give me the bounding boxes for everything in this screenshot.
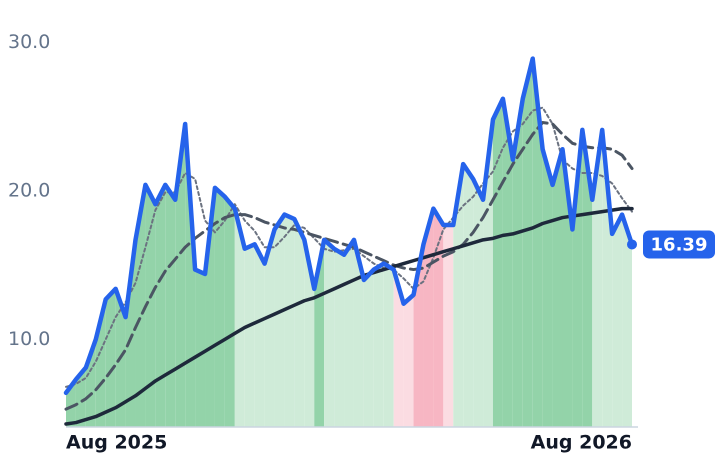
- area-segment: [274, 214, 285, 427]
- area-segment: [602, 129, 613, 427]
- area-segment: [393, 269, 404, 427]
- area-segment: [363, 269, 374, 427]
- series-line: [63, 56, 635, 396]
- area-segment: [463, 164, 474, 428]
- area-segment: [582, 129, 593, 427]
- area-segment: [125, 239, 136, 427]
- area-segment: [105, 288, 116, 427]
- area-segment: [512, 98, 523, 427]
- area-segment: [622, 214, 632, 427]
- area-segment: [552, 149, 563, 427]
- area-segment: [612, 214, 623, 427]
- area-segment: [492, 98, 503, 427]
- area-segment: [344, 239, 354, 427]
- area-segment: [185, 123, 196, 428]
- last-value-badge: [643, 230, 715, 259]
- series-line: [64, 206, 634, 426]
- area-segment: [433, 208, 444, 427]
- area-segment: [572, 129, 583, 427]
- area-segment: [224, 196, 235, 427]
- area-segment: [532, 58, 543, 428]
- area-segment: [234, 208, 245, 427]
- area-segment: [592, 129, 603, 427]
- area-segment: [214, 187, 225, 427]
- y-tick-label: 20.0: [8, 179, 50, 201]
- y-tick-label: 10.0: [8, 328, 50, 350]
- last-point: [627, 239, 637, 250]
- area-segment: [284, 214, 295, 427]
- area-segment: [205, 187, 215, 427]
- area-segment: [353, 239, 364, 427]
- last-value-label: 16.39: [651, 234, 708, 255]
- x-tick-label: Aug 2025: [66, 432, 167, 454]
- area-segment: [145, 184, 156, 427]
- area-segment: [334, 248, 345, 427]
- area-segment: [443, 224, 454, 427]
- area-segment: [502, 98, 513, 427]
- area-segment: [403, 294, 414, 427]
- area-segment: [522, 58, 533, 428]
- area-segment: [165, 184, 176, 427]
- y-tick-label: 30.0: [8, 31, 50, 53]
- area-segment: [324, 239, 335, 427]
- area-segment: [135, 184, 146, 427]
- area-segment: [373, 263, 384, 427]
- area-segment: [473, 178, 484, 427]
- area-segment: [294, 219, 305, 427]
- area-segment: [175, 123, 186, 428]
- area-segment: [383, 263, 394, 427]
- area-segment: [453, 164, 464, 428]
- area-segment: [264, 229, 275, 427]
- x-tick-label: Aug 2026: [531, 432, 632, 454]
- area-segment: [542, 149, 553, 427]
- area-segment: [155, 184, 166, 427]
- area-segment: [195, 269, 206, 427]
- area-segment: [254, 244, 265, 427]
- area-segment: [244, 244, 255, 427]
